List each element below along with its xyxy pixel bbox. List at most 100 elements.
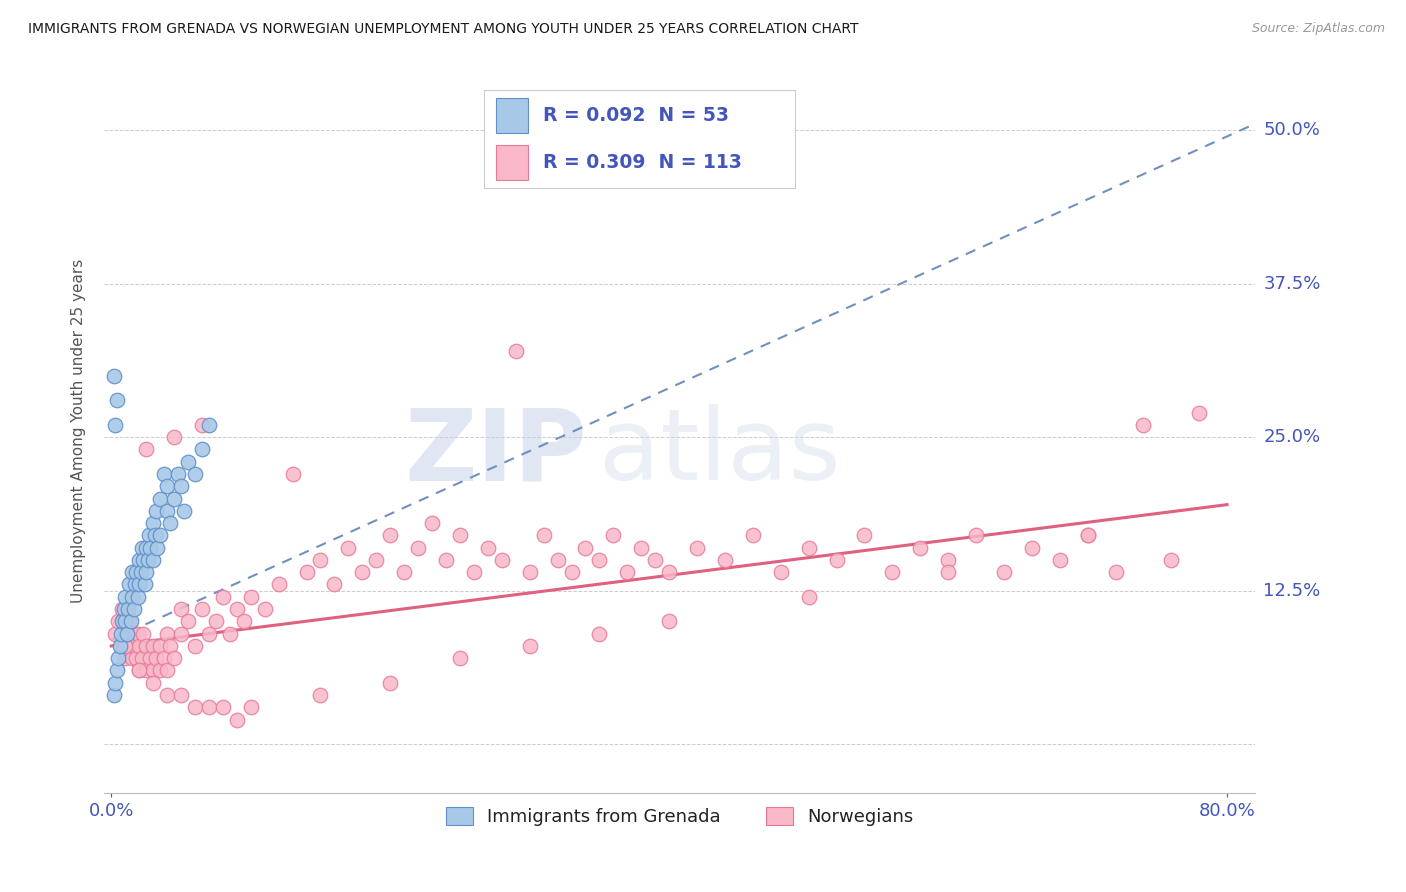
Point (616, 565, 638, 579)
Point (547, 553, 569, 567)
Point (170, 626, 193, 640)
Point (630, 541, 652, 555)
Point (519, 565, 541, 579)
Point (104, 675, 127, 690)
Point (114, 639, 136, 653)
Point (225, 713, 247, 727)
Point (111, 615, 134, 629)
Point (107, 651, 129, 665)
Text: ZIP: ZIP (405, 404, 588, 501)
Point (212, 700, 235, 714)
Point (135, 541, 157, 555)
Point (191, 417, 214, 432)
Point (644, 553, 666, 567)
Point (156, 504, 179, 518)
Point (138, 528, 160, 542)
Point (825, 553, 848, 567)
Point (132, 626, 155, 640)
Point (602, 528, 624, 542)
Text: 12.5%: 12.5% (1264, 582, 1320, 599)
Point (170, 479, 193, 493)
Point (1077, 528, 1099, 542)
Point (128, 639, 150, 653)
Point (103, 688, 125, 702)
Point (449, 651, 471, 665)
Point (120, 615, 142, 629)
Point (156, 626, 179, 640)
Point (132, 553, 155, 567)
Point (714, 553, 737, 567)
Point (163, 491, 186, 506)
Point (145, 504, 167, 518)
Point (159, 639, 181, 653)
Point (406, 541, 429, 555)
Legend: Immigrants from Grenada, Norwegians: Immigrants from Grenada, Norwegians (437, 797, 922, 835)
Point (239, 590, 262, 604)
Point (167, 467, 190, 481)
Point (1077, 528, 1099, 542)
Point (380, 528, 402, 542)
Point (128, 664, 150, 678)
Point (134, 577, 156, 591)
Point (122, 639, 145, 653)
Point (232, 615, 254, 629)
Point (114, 615, 136, 629)
Point (993, 565, 1015, 579)
Point (191, 442, 214, 457)
Point (142, 516, 165, 530)
Point (153, 467, 176, 481)
Point (1188, 405, 1211, 419)
Point (115, 626, 138, 640)
Point (128, 577, 150, 591)
Point (153, 651, 176, 665)
Point (107, 615, 129, 629)
Point (392, 565, 415, 579)
Point (337, 541, 360, 555)
Point (420, 516, 443, 530)
Point (191, 602, 214, 616)
Point (128, 553, 150, 567)
Point (146, 541, 169, 555)
Point (135, 565, 157, 579)
Point (505, 344, 527, 359)
Text: atlas: atlas (599, 404, 841, 501)
Point (135, 639, 157, 653)
Point (142, 675, 165, 690)
Point (658, 565, 681, 579)
Point (281, 467, 304, 481)
Point (1160, 553, 1182, 567)
Point (136, 553, 159, 567)
Point (122, 602, 145, 616)
Point (212, 590, 235, 604)
Point (143, 528, 166, 542)
Point (104, 626, 127, 640)
Point (114, 626, 136, 640)
Point (769, 565, 792, 579)
Point (686, 541, 709, 555)
Point (463, 565, 485, 579)
Y-axis label: Unemployment Among Youth under 25 years: Unemployment Among Youth under 25 years (72, 259, 86, 603)
Point (267, 577, 290, 591)
Point (449, 528, 471, 542)
Point (218, 626, 240, 640)
Point (145, 651, 167, 665)
Point (121, 651, 143, 665)
Point (114, 651, 136, 665)
Point (797, 541, 820, 555)
Point (198, 700, 221, 714)
Point (519, 639, 541, 653)
Point (127, 626, 149, 640)
Point (128, 664, 150, 678)
Point (156, 479, 179, 493)
Point (434, 553, 457, 567)
Point (965, 528, 987, 542)
Point (117, 602, 139, 616)
Point (170, 688, 193, 702)
Point (797, 590, 820, 604)
Point (110, 626, 132, 640)
Point (139, 541, 162, 555)
Point (184, 639, 207, 653)
Point (177, 455, 200, 469)
Text: Source: ZipAtlas.com: Source: ZipAtlas.com (1251, 22, 1385, 36)
Point (124, 577, 146, 591)
